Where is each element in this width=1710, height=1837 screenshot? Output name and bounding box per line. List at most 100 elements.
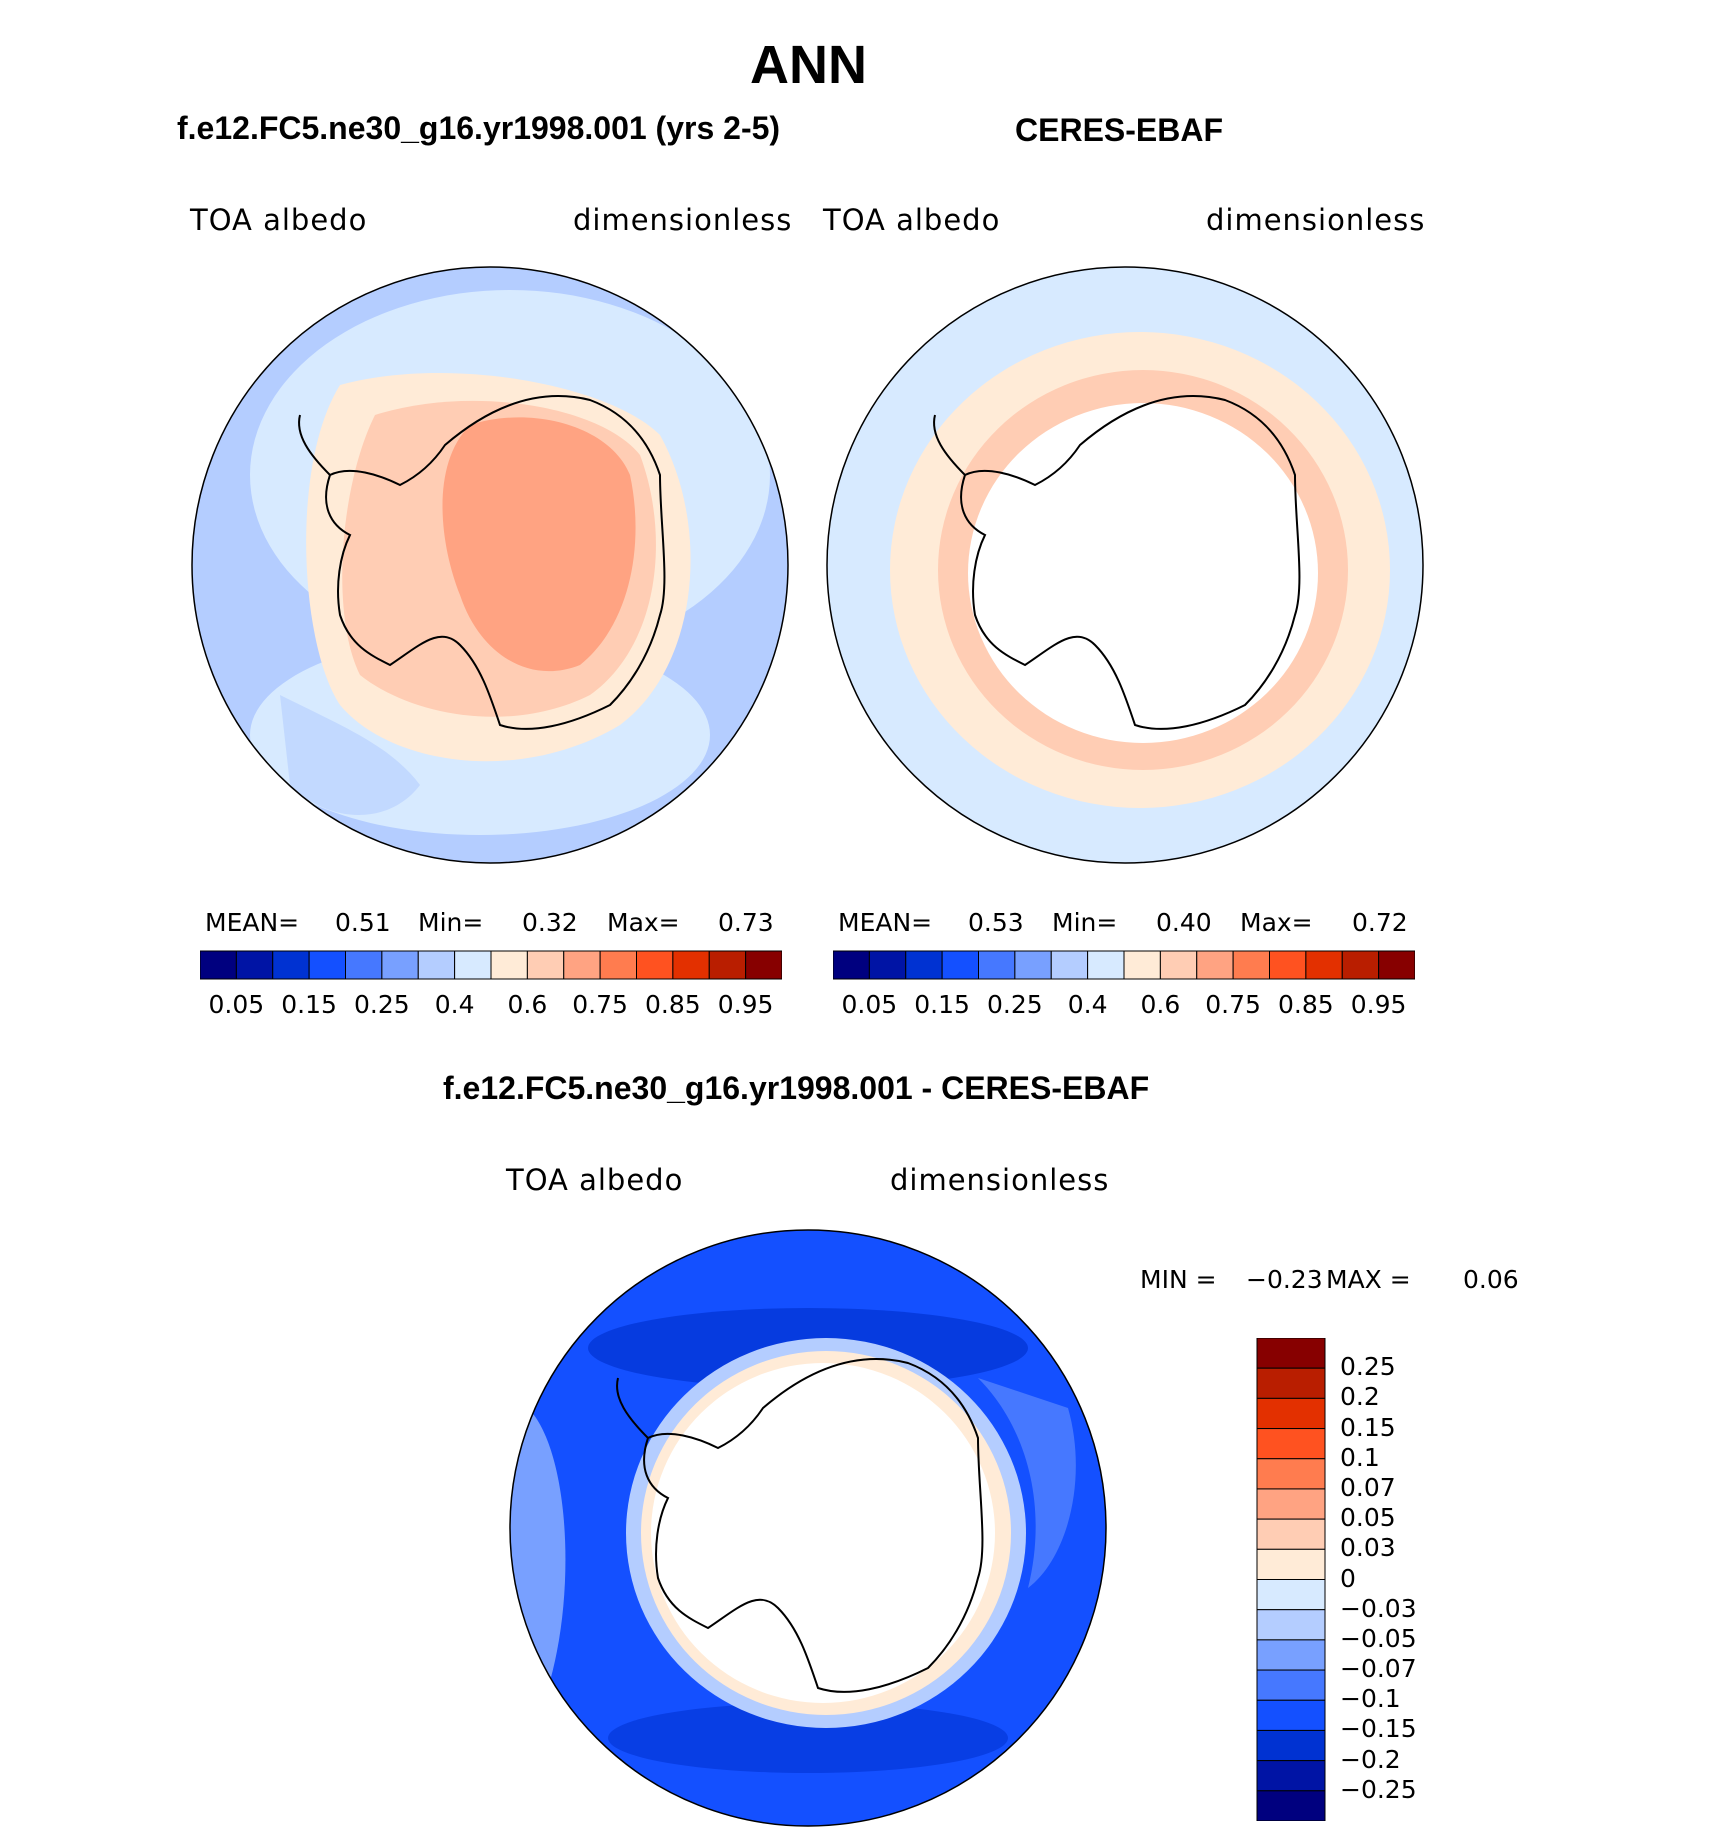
panel1-colorbar-box (308, 950, 346, 980)
panel2-colorbar-box (833, 950, 870, 980)
panel1-colorbar (200, 950, 782, 980)
panel2-colorbar-tick-label: 0.4 (1067, 990, 1108, 1019)
panel1-colorbar-box (708, 950, 747, 980)
panel2-colorbar-tick-label: 0.25 (987, 990, 1043, 1019)
panel2-colorbar-box (978, 950, 1016, 980)
panel3-colorbar-tick-label: 0.03 (1340, 1533, 1396, 1563)
panel2-colorbar-tick-label: 0.6 (1140, 990, 1181, 1019)
panel3-colorbar-box (1256, 1729, 1326, 1762)
panel1-colorbar-tick-label: 0.75 (572, 990, 628, 1019)
panel2-colorbar-tick-label: 0.85 (1278, 990, 1334, 1019)
panel1-colorbar-box (417, 950, 456, 980)
panel3-colorbar-box (1256, 1579, 1326, 1611)
panel2-colorbar-box (1159, 950, 1198, 980)
panel3-colorbar-tick-label: −0.03 (1340, 1593, 1417, 1623)
panel1-colorbar-tick-label: 0.85 (645, 990, 701, 1019)
panel3-colorbar-box (1256, 1397, 1326, 1430)
panel3-units-label: dimensionless (890, 1163, 1110, 1197)
panel2-colorbar (833, 950, 1415, 980)
panel3-colorbar-box (1256, 1488, 1326, 1520)
panel2-min-value: 0.40 (1156, 908, 1212, 937)
panel2-colorbar-box (1050, 950, 1089, 980)
panel1-colorbar-box (636, 950, 674, 980)
panel1-max-value: 0.73 (718, 908, 774, 937)
panel3-polar-map (509, 1229, 1107, 1827)
panel2-colorbar-box (868, 950, 907, 980)
panel3-colorbar-box (1256, 1760, 1326, 1792)
panel3-colorbar-box (1256, 1669, 1326, 1701)
panel1-colorbar-box (272, 950, 310, 980)
panel1-colorbar-tick-label: 0.6 (507, 990, 548, 1019)
panel3-colorbar-tick-label: −0.15 (1340, 1714, 1417, 1744)
panel3-colorbar-tick-label: −0.05 (1340, 1623, 1417, 1653)
panel3-variable-label: TOA albedo (506, 1163, 684, 1197)
panel1-min-value: 0.32 (522, 908, 578, 937)
panel2-polar-map (826, 266, 1424, 864)
panel3-colorbar-tick-label: −0.2 (1340, 1744, 1401, 1774)
panel1-colorbar-box (745, 950, 782, 980)
panel3-colorbar-tick-label: 0.1 (1340, 1442, 1380, 1472)
panel2-mean-label: MEAN= (838, 908, 933, 937)
panel2-colorbar-box (905, 950, 943, 980)
panel3-colorbar-box (1256, 1639, 1326, 1671)
panel1-colorbar-box (345, 950, 383, 980)
panel2-colorbar-tick-label: 0.15 (914, 990, 970, 1019)
panel2-min-label: Min= (1052, 908, 1118, 937)
panel2-colorbar-box (1123, 950, 1161, 980)
panel2-colorbar-box (1269, 950, 1307, 980)
panel3-max-label: MAX = (1326, 1265, 1411, 1294)
panel1-mean-value: 0.51 (335, 908, 391, 937)
panel3-colorbar-tick-label: −0.25 (1340, 1774, 1417, 1804)
panel2-colorbar-box (1232, 950, 1270, 980)
panel1-mean-label: MEAN= (205, 908, 300, 937)
panel3-colorbar-box (1256, 1699, 1326, 1731)
panel3-colorbar-box (1256, 1518, 1326, 1550)
panel2-colorbar-tick-label: 0.75 (1205, 990, 1261, 1019)
main-title: ANN (750, 35, 867, 95)
panel3-max-value: 0.06 (1463, 1265, 1519, 1294)
panel1-variable-label: TOA albedo (190, 203, 368, 237)
panel1-colorbar-box (672, 950, 710, 980)
panel1-colorbar-box (490, 950, 528, 980)
panel1-colorbar-tick-label: 0.05 (208, 990, 265, 1019)
panel2-colorbar-box (1014, 950, 1052, 980)
panel3-colorbar-tick-label: 0.2 (1340, 1382, 1380, 1412)
panel2-subtitle: CERES-EBAF (1015, 112, 1224, 148)
panel2-colorbar-box (1341, 950, 1380, 980)
panel1-subtitle: f.e12.FC5.ne30_g16.yr1998.001 (yrs 2-5) (177, 110, 781, 146)
panel3-colorbar-box (1256, 1790, 1326, 1821)
panel2-colorbar-tick-label: 0.05 (841, 990, 898, 1019)
panel1-colorbar-box (563, 950, 601, 980)
panel2-colorbar-box (1378, 950, 1415, 980)
panel2-colorbar-box (941, 950, 979, 980)
panel3-colorbar-tick-label: 0 (1340, 1563, 1356, 1593)
panel1-colorbar-box (526, 950, 565, 980)
panel1-colorbar-box (200, 950, 237, 980)
panel1-colorbar-tick-label: 0.15 (281, 990, 337, 1019)
panel2-colorbar-box (1305, 950, 1343, 980)
panel3-min-label: MIN = (1140, 1265, 1217, 1294)
panel3-min-value: −0.23 (1246, 1265, 1323, 1294)
panel3-colorbar-box (1256, 1458, 1326, 1490)
panel1-max-label: Max= (607, 908, 680, 937)
panel1-colorbar-tick-label: 0.4 (434, 990, 475, 1019)
panel3-colorbar-box (1256, 1609, 1326, 1641)
panel3-colorbar (1256, 1338, 1326, 1821)
panel2-max-label: Max= (1240, 908, 1313, 937)
panel1-colorbar-box (454, 950, 492, 980)
panel2-colorbar-tick-label: 0.95 (1350, 990, 1407, 1019)
panel2-variable-label: TOA albedo (823, 203, 1001, 237)
panel1-colorbar-tick-label: 0.25 (354, 990, 410, 1019)
panel3-colorbar-box (1256, 1548, 1326, 1580)
panel1-colorbar-box (381, 950, 419, 980)
panel2-colorbar-box (1196, 950, 1234, 980)
panel1-units-label: dimensionless (573, 203, 793, 237)
panel3-colorbar-tick-label: −0.07 (1340, 1654, 1417, 1684)
panel1-colorbar-tick-label: 0.95 (717, 990, 774, 1019)
panel3-colorbar-tick-label: 0.25 (1340, 1352, 1396, 1382)
panel1-polar-map (191, 266, 789, 864)
panel2-max-value: 0.72 (1352, 908, 1408, 937)
panel3-subtitle: f.e12.FC5.ne30_g16.yr1998.001 - CERES-EB… (443, 1070, 1150, 1106)
panel3-colorbar-tick-label: −0.1 (1340, 1684, 1401, 1714)
panel2-mean-value: 0.53 (968, 908, 1024, 937)
